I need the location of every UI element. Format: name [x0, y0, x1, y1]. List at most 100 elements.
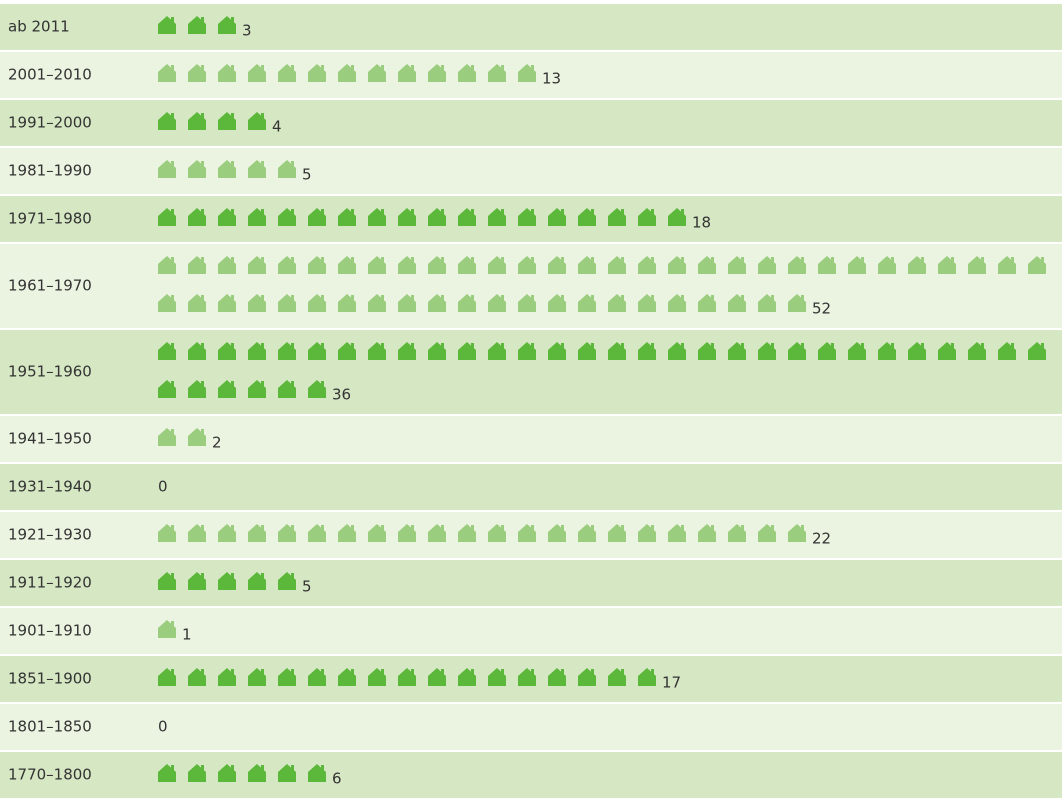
house-icon: [308, 668, 326, 686]
house-icon: [308, 524, 326, 542]
house-icon: [818, 256, 836, 274]
house-icon: [728, 342, 746, 360]
house-icon: [368, 208, 386, 226]
house-icon: [608, 256, 626, 274]
house-icon: [188, 160, 206, 178]
house-icon: [158, 208, 176, 226]
icon-row: [158, 572, 296, 590]
house-icon: [518, 342, 536, 360]
house-icon: [278, 256, 296, 274]
house-icon: [248, 256, 266, 274]
house-icon: [578, 524, 596, 542]
house-icon: [428, 668, 446, 686]
icon-row: [158, 620, 176, 638]
house-icon: [968, 342, 986, 360]
category-label: 1851–1900: [8, 670, 92, 688]
house-icon: [518, 256, 536, 274]
house-icon: [158, 256, 176, 274]
house-icon: [218, 16, 236, 34]
house-icon: [188, 428, 206, 446]
row-background: [0, 100, 1062, 146]
house-icon: [668, 208, 686, 226]
row-background: [0, 464, 1062, 510]
house-icon: [428, 524, 446, 542]
row-background: [0, 608, 1062, 654]
house-icon: [608, 524, 626, 542]
house-icon: [968, 256, 986, 274]
row-background: [0, 330, 1062, 414]
house-icon: [638, 208, 656, 226]
house-icon: [458, 524, 476, 542]
house-icon: [548, 294, 566, 312]
house-icon: [218, 764, 236, 782]
house-icon: [488, 294, 506, 312]
house-icon: [578, 208, 596, 226]
row-background: [0, 4, 1062, 50]
house-icon: [1028, 256, 1046, 274]
house-icon: [158, 524, 176, 542]
house-icon: [518, 294, 536, 312]
house-icon: [188, 112, 206, 130]
house-icon: [218, 112, 236, 130]
house-icon: [518, 208, 536, 226]
house-icon: [308, 208, 326, 226]
value-label: 3: [242, 22, 252, 40]
house-icon: [248, 668, 266, 686]
row-background: [0, 244, 1062, 328]
value-label: 18: [692, 214, 711, 232]
house-icon: [488, 524, 506, 542]
house-icon: [788, 294, 806, 312]
value-label: 36: [332, 386, 351, 404]
house-icon: [788, 342, 806, 360]
house-icon: [518, 64, 536, 82]
house-icon: [248, 294, 266, 312]
house-icon: [458, 294, 476, 312]
category-label: 1801–1850: [8, 718, 92, 736]
value-label: 1: [182, 626, 192, 644]
house-icon: [668, 256, 686, 274]
house-icon: [158, 380, 176, 398]
house-icon: [668, 524, 686, 542]
house-icon: [878, 256, 896, 274]
house-icon: [158, 342, 176, 360]
house-icon: [458, 64, 476, 82]
house-icon: [998, 256, 1016, 274]
house-icon: [398, 342, 416, 360]
house-icon: [398, 294, 416, 312]
house-icon: [218, 294, 236, 312]
icon-row: [158, 208, 686, 226]
house-icon: [278, 572, 296, 590]
icon-row: [158, 112, 266, 130]
house-icon: [488, 256, 506, 274]
house-icon: [428, 208, 446, 226]
house-icon: [308, 256, 326, 274]
house-icon: [848, 342, 866, 360]
house-icon: [158, 620, 176, 638]
house-icon: [248, 112, 266, 130]
house-icon: [938, 342, 956, 360]
icon-row: [158, 764, 326, 782]
category-label: 1961–1970: [8, 277, 92, 295]
house-icon: [338, 208, 356, 226]
house-icon: [188, 380, 206, 398]
value-label: 6: [332, 770, 342, 788]
house-icon: [188, 524, 206, 542]
row-background: [0, 560, 1062, 606]
house-icon: [338, 524, 356, 542]
icon-row: [158, 16, 236, 34]
category-label: 1770–1800: [8, 766, 92, 784]
house-icon: [608, 294, 626, 312]
house-icon: [158, 764, 176, 782]
house-icon: [188, 256, 206, 274]
house-icon: [428, 294, 446, 312]
house-icon: [338, 668, 356, 686]
category-label: 1921–1930: [8, 526, 92, 544]
value-label: 4: [272, 118, 282, 136]
house-icon: [698, 342, 716, 360]
house-icon: [668, 294, 686, 312]
value-label: 2: [212, 434, 222, 452]
house-icon: [158, 64, 176, 82]
category-label: 1901–1910: [8, 622, 92, 640]
house-icon: [338, 256, 356, 274]
